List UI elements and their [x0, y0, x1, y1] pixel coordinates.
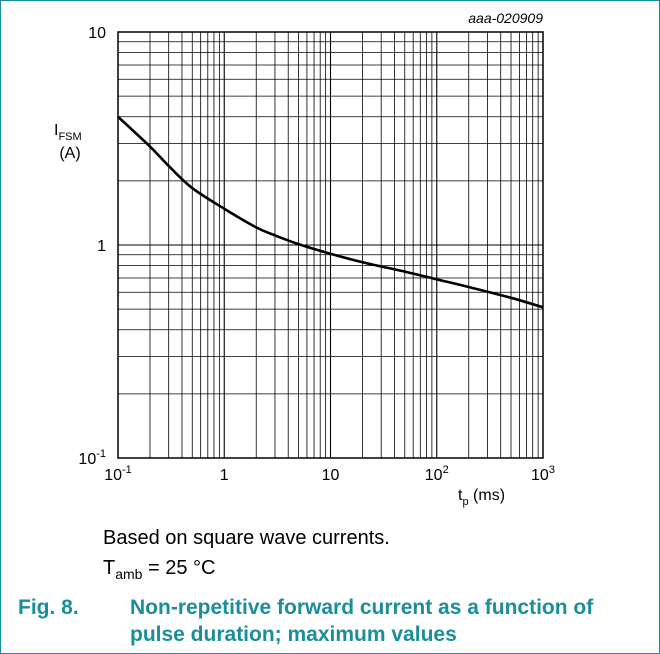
figure-notes: Based on square wave currents. Tamb = 25…: [103, 523, 390, 589]
figure-number: Fig. 8.: [18, 596, 79, 619]
x-axis-unit: (ms): [473, 487, 505, 504]
note-subscript: amb: [115, 566, 143, 582]
y-tick-label: 1: [97, 238, 106, 255]
plot-area: [117, 31, 544, 459]
y-tick-label: 10: [88, 25, 106, 42]
y-axis-symbol: I: [54, 122, 58, 139]
note-line-1: Based on square wave currents.: [103, 527, 390, 549]
x-tick-label: 102: [425, 464, 449, 484]
x-axis-symbol: t: [458, 487, 463, 504]
y-axis-label: IFSM (A): [54, 122, 82, 162]
svg-text:IFSM: IFSM: [54, 122, 82, 143]
x-tick-label: 103: [531, 464, 555, 484]
y-axis-unit: (A): [59, 145, 80, 162]
series-layer: [117, 115, 544, 309]
figure-id: aaa-020909: [468, 10, 543, 26]
y-tick-label: 10-1: [78, 448, 106, 468]
svg-text:tp (ms): tp (ms): [458, 487, 505, 508]
note-value: = 25 °C: [142, 557, 216, 579]
y-axis-subscript: FSM: [58, 131, 81, 143]
x-tick-label: 10-1: [104, 464, 132, 484]
grid: [118, 32, 543, 458]
tick-labels: 10-1 1 10 102 103 10-1 1 10: [78, 25, 555, 484]
series-line-0: [117, 115, 544, 309]
x-tick-label: 10: [322, 467, 340, 484]
x-tick-label: 1: [220, 467, 229, 484]
x-axis-label: tp (ms): [458, 487, 505, 508]
note-line-2: Tamb = 25 °C: [103, 553, 390, 589]
figure-caption-text: Non-repetitive forward current as a func…: [130, 596, 594, 646]
note-symbol: T: [103, 557, 116, 579]
x-axis-subscript: p: [462, 496, 468, 508]
